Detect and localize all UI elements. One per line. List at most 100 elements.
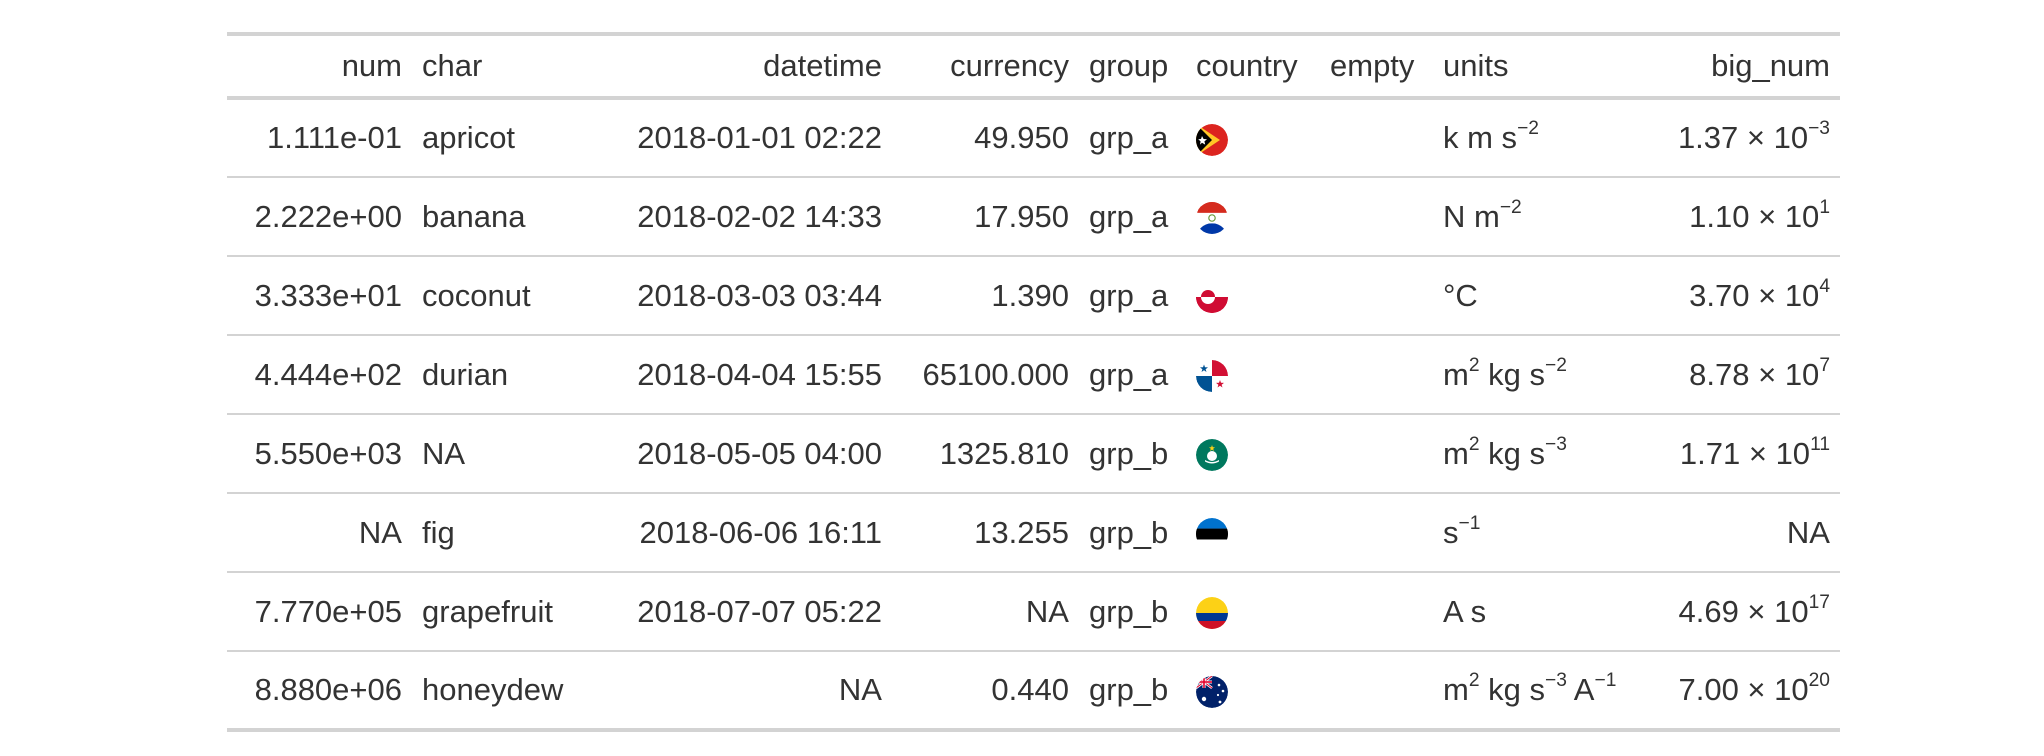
flag-australia-icon [1196, 675, 1228, 708]
text-part: kg s [1479, 672, 1545, 707]
cell-units: m2 kg s−3 [1433, 414, 1662, 494]
cell-char: honeydew [412, 651, 584, 732]
text-part: 7.00 × 10 [1678, 672, 1809, 707]
flag-greenland-icon [1196, 281, 1228, 314]
cell-country [1186, 98, 1320, 178]
cell-big-num: 3.70 × 104 [1662, 256, 1840, 336]
text-part: 1.71 × 10 [1679, 435, 1811, 471]
cell-units: °C [1433, 256, 1662, 336]
cell-units: m2 kg s−2 [1433, 335, 1662, 415]
column-header-country: country [1186, 32, 1320, 100]
cell-country [1186, 177, 1320, 257]
cell-num: 4.444e+02 [227, 335, 412, 415]
text-part: °C [1443, 277, 1478, 313]
cell-country [1186, 651, 1320, 732]
exponent: 20 [1808, 670, 1830, 692]
cell-units: s−1 [1433, 493, 1662, 573]
flag-estonia-icon [1196, 518, 1228, 551]
flag-panama-icon [1196, 360, 1228, 393]
cell-empty [1320, 98, 1433, 178]
cell-num: 8.880e+06 [227, 651, 412, 732]
cell-big-num: 1.10 × 101 [1662, 177, 1840, 257]
cell-char: grapefruit [412, 572, 584, 652]
flag-colombia-icon [1196, 597, 1228, 630]
exponent: −3 [1544, 433, 1567, 455]
cell-num: 7.770e+05 [227, 572, 412, 652]
text-part: 1.10 × 10 [1689, 198, 1820, 234]
cell-empty [1320, 177, 1433, 257]
column-header-units: units [1433, 32, 1662, 100]
exponent: −2 [1499, 196, 1522, 218]
exponent: −2 [1544, 354, 1567, 376]
exponent: −3 [1808, 118, 1830, 140]
exponent: 7 [1819, 354, 1830, 376]
text-part: 3.70 × 10 [1689, 277, 1820, 313]
cell-big-num: 4.69 × 1017 [1662, 572, 1840, 652]
cell-datetime: 2018-06-06 16:11 [584, 493, 892, 573]
text-part: k m s [1443, 120, 1518, 155]
cell-char: banana [412, 177, 584, 257]
cell-group: grp_b [1079, 572, 1186, 652]
column-header-num: num [227, 32, 412, 100]
cell-country [1186, 572, 1320, 652]
cell-country [1186, 414, 1320, 494]
cell-group: grp_a [1079, 335, 1186, 415]
table-row: 4.444e+02 durian 2018-04-04 15:55 65100.000… [227, 335, 1840, 415]
cell-datetime: NA [584, 651, 892, 732]
cell-currency: 1325.810 [892, 414, 1079, 494]
cell-datetime: 2018-01-01 02:22 [584, 98, 892, 178]
cell-datetime: 2018-07-07 05:22 [584, 572, 892, 652]
text-part: s [1443, 514, 1459, 550]
cell-units: k m s−2 [1433, 98, 1662, 178]
cell-group: grp_b [1079, 651, 1186, 732]
exponent: 2 [1468, 670, 1480, 692]
text-part: m [1443, 356, 1469, 392]
cell-char: apricot [412, 98, 584, 178]
cell-empty [1320, 414, 1433, 494]
column-header-group: group [1079, 32, 1186, 100]
text-part: 1.37 × 10 [1677, 120, 1809, 155]
cell-empty [1320, 572, 1433, 652]
cell-currency: 0.440 [892, 651, 1079, 732]
cell-group: grp_b [1079, 493, 1186, 573]
exponent: −3 [1544, 670, 1567, 692]
cell-num: 5.550e+03 [227, 414, 412, 494]
exponent: 1 [1819, 196, 1830, 218]
flag-macau-icon [1196, 439, 1228, 472]
cell-currency: 49.950 [892, 98, 1079, 178]
text-part: kg s [1479, 435, 1545, 471]
cell-char: durian [412, 335, 584, 415]
text-part: A [1566, 672, 1595, 707]
text-part: 4.69 × 10 [1678, 593, 1809, 629]
cell-num: 3.333e+01 [227, 256, 412, 336]
text-part: 8.78 × 10 [1689, 356, 1820, 392]
exponent: −1 [1458, 512, 1481, 534]
column-header-currency: currency [892, 32, 1079, 100]
cell-empty [1320, 335, 1433, 415]
cell-big-num: NA [1662, 493, 1840, 573]
cell-datetime: 2018-03-03 03:44 [584, 256, 892, 336]
cell-char: coconut [412, 256, 584, 336]
cell-country [1186, 256, 1320, 336]
exponent: 2 [1468, 433, 1480, 455]
cell-country [1186, 335, 1320, 415]
column-header-char: char [412, 32, 584, 100]
cell-big-num: 1.71 × 1011 [1662, 414, 1840, 494]
text-part: m [1443, 435, 1469, 471]
cell-currency: 1.390 [892, 256, 1079, 336]
exponent: −1 [1594, 670, 1617, 692]
exponent: 17 [1808, 591, 1830, 613]
flag-paraguay-icon [1196, 202, 1228, 235]
cell-datetime: 2018-05-05 04:00 [584, 414, 892, 494]
text-part: m [1443, 672, 1469, 707]
cell-currency: 17.950 [892, 177, 1079, 257]
exponent: 4 [1819, 275, 1830, 297]
cell-currency: NA [892, 572, 1079, 652]
data-table-wrapper: num char datetime currency group country… [227, 32, 1840, 732]
cell-currency: 65100.000 [892, 335, 1079, 415]
cell-units: m2 kg s−3 A−1 [1433, 651, 1662, 732]
cell-group: grp_a [1079, 98, 1186, 178]
table-body: 1.111e-01 apricot 2018-01-01 02:22 49.950 gr… [227, 98, 1840, 732]
cell-empty [1320, 651, 1433, 732]
text-part: kg s [1479, 356, 1545, 392]
